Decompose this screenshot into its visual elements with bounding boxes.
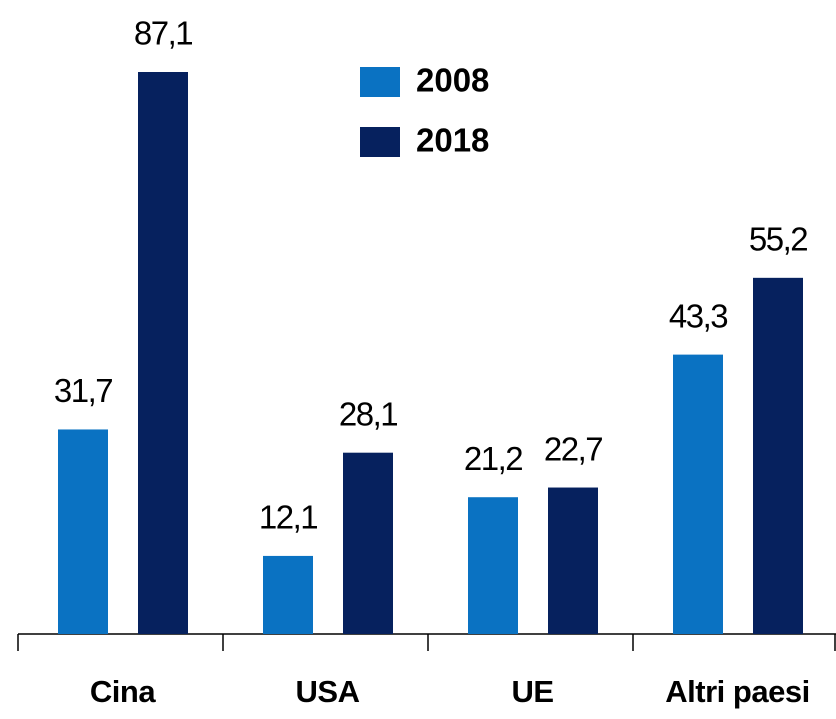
data-label: 31,7 — [54, 372, 112, 409]
data-label: 21,2 — [464, 440, 522, 477]
legend-label: 2008 — [416, 62, 489, 99]
x-tick-label: Altri paesi — [665, 674, 809, 709]
data-label: 87,1 — [134, 15, 192, 52]
data-label: 12,1 — [259, 499, 317, 536]
bar — [468, 497, 518, 634]
bar — [263, 555, 313, 634]
data-label: 55,2 — [749, 221, 807, 258]
bar — [138, 72, 188, 634]
legend-swatch — [360, 67, 400, 97]
bar — [343, 452, 393, 634]
data-label: 28,1 — [339, 395, 397, 432]
x-tick-label: Cina — [90, 674, 156, 709]
data-label: 22,7 — [544, 430, 602, 467]
bar — [673, 354, 723, 634]
legend-swatch — [360, 127, 400, 157]
bar — [548, 487, 598, 634]
bar — [753, 277, 803, 634]
legend-label: 2018 — [416, 122, 489, 159]
data-label: 43,3 — [669, 297, 727, 334]
x-tick-label: UE — [511, 674, 553, 709]
x-tick-label: USA — [296, 674, 360, 709]
bar — [58, 429, 108, 634]
